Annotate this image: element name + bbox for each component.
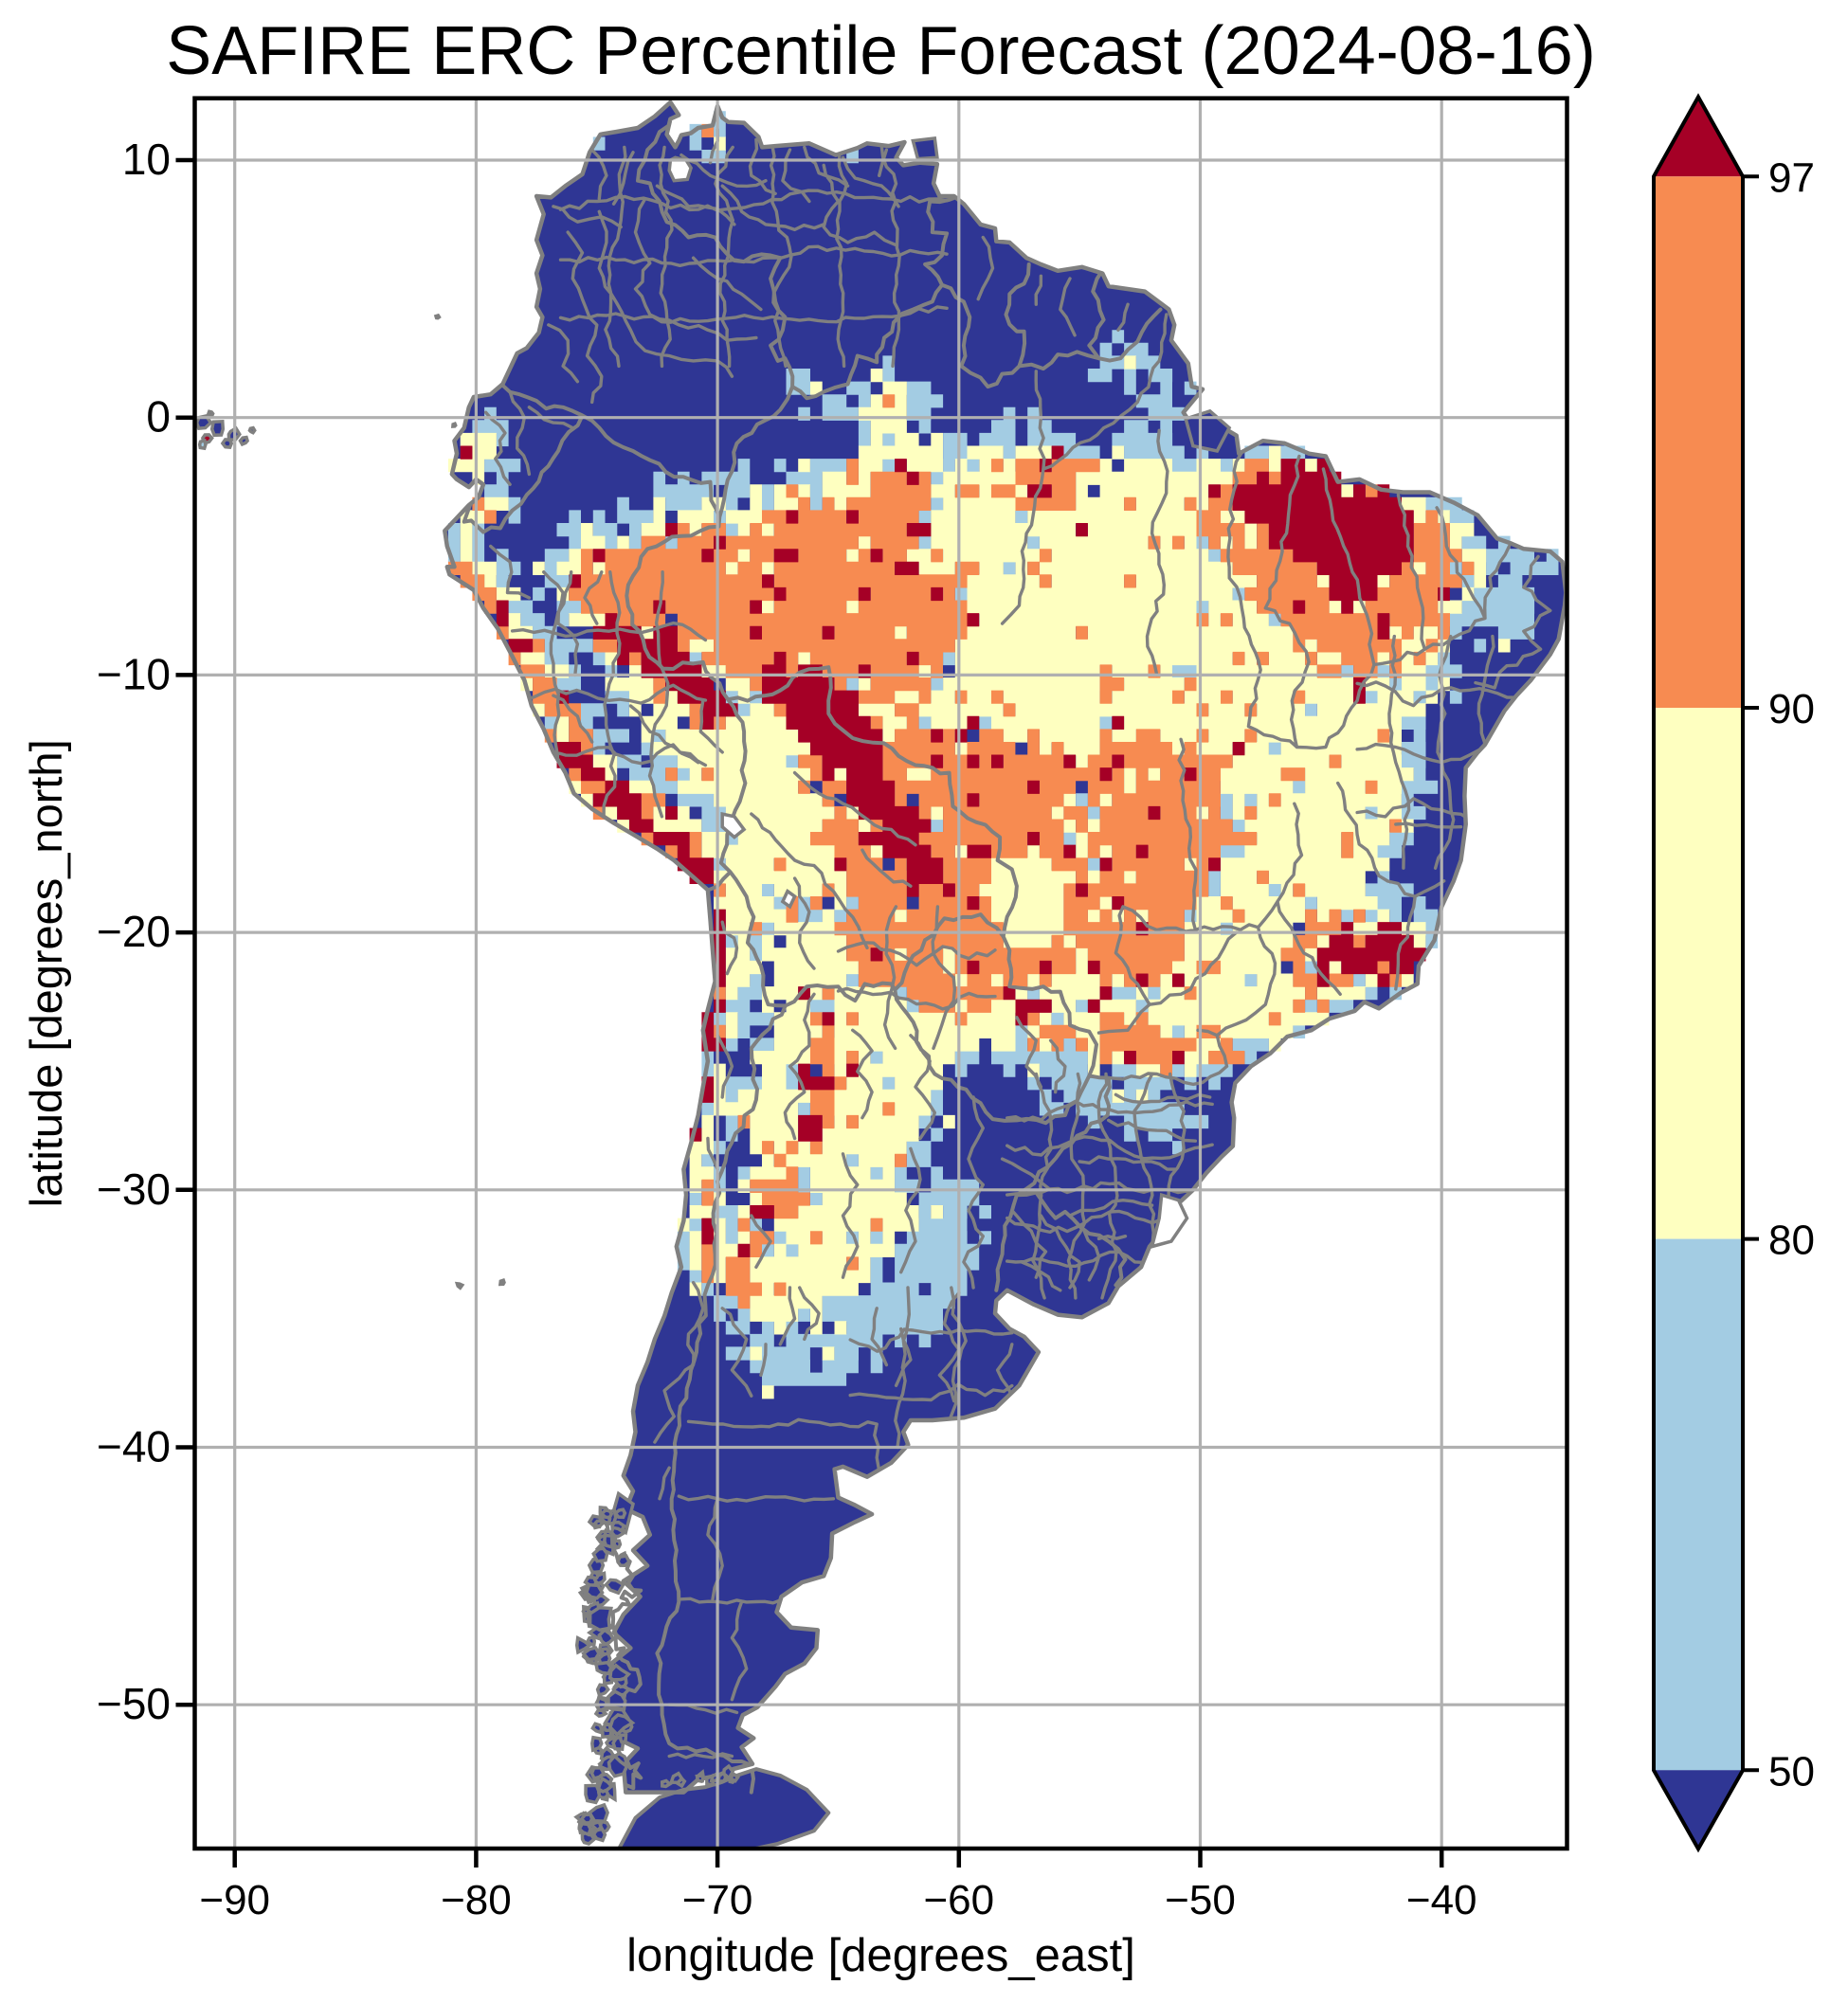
svg-text:−50: −50 (97, 1679, 171, 1728)
svg-text:−30: −30 (97, 1164, 171, 1214)
svg-text:−60: −60 (923, 1877, 994, 1923)
svg-text:−20: −20 (97, 907, 171, 956)
svg-text:−70: −70 (682, 1877, 753, 1923)
svg-text:−10: −10 (97, 649, 171, 698)
svg-text:50: 50 (1768, 1748, 1815, 1795)
svg-text:10: 10 (122, 135, 171, 184)
svg-text:80: 80 (1768, 1218, 1815, 1264)
svg-text:0: 0 (146, 392, 171, 442)
svg-text:−40: −40 (97, 1422, 171, 1471)
svg-text:−80: −80 (441, 1877, 512, 1923)
svg-text:−90: −90 (199, 1877, 270, 1923)
svg-text:90: 90 (1768, 686, 1815, 732)
svg-text:longitude [degrees_east]: longitude [degrees_east] (626, 1930, 1135, 1981)
svg-text:97: 97 (1768, 154, 1815, 201)
svg-text:SAFIRE ERC Percentile Forecast: SAFIRE ERC Percentile Forecast (2024-08-… (166, 13, 1596, 89)
svg-text:−50: −50 (1165, 1877, 1236, 1923)
svg-text:latitude [degrees_north]: latitude [degrees_north] (21, 739, 71, 1207)
svg-text:−40: −40 (1406, 1877, 1477, 1923)
